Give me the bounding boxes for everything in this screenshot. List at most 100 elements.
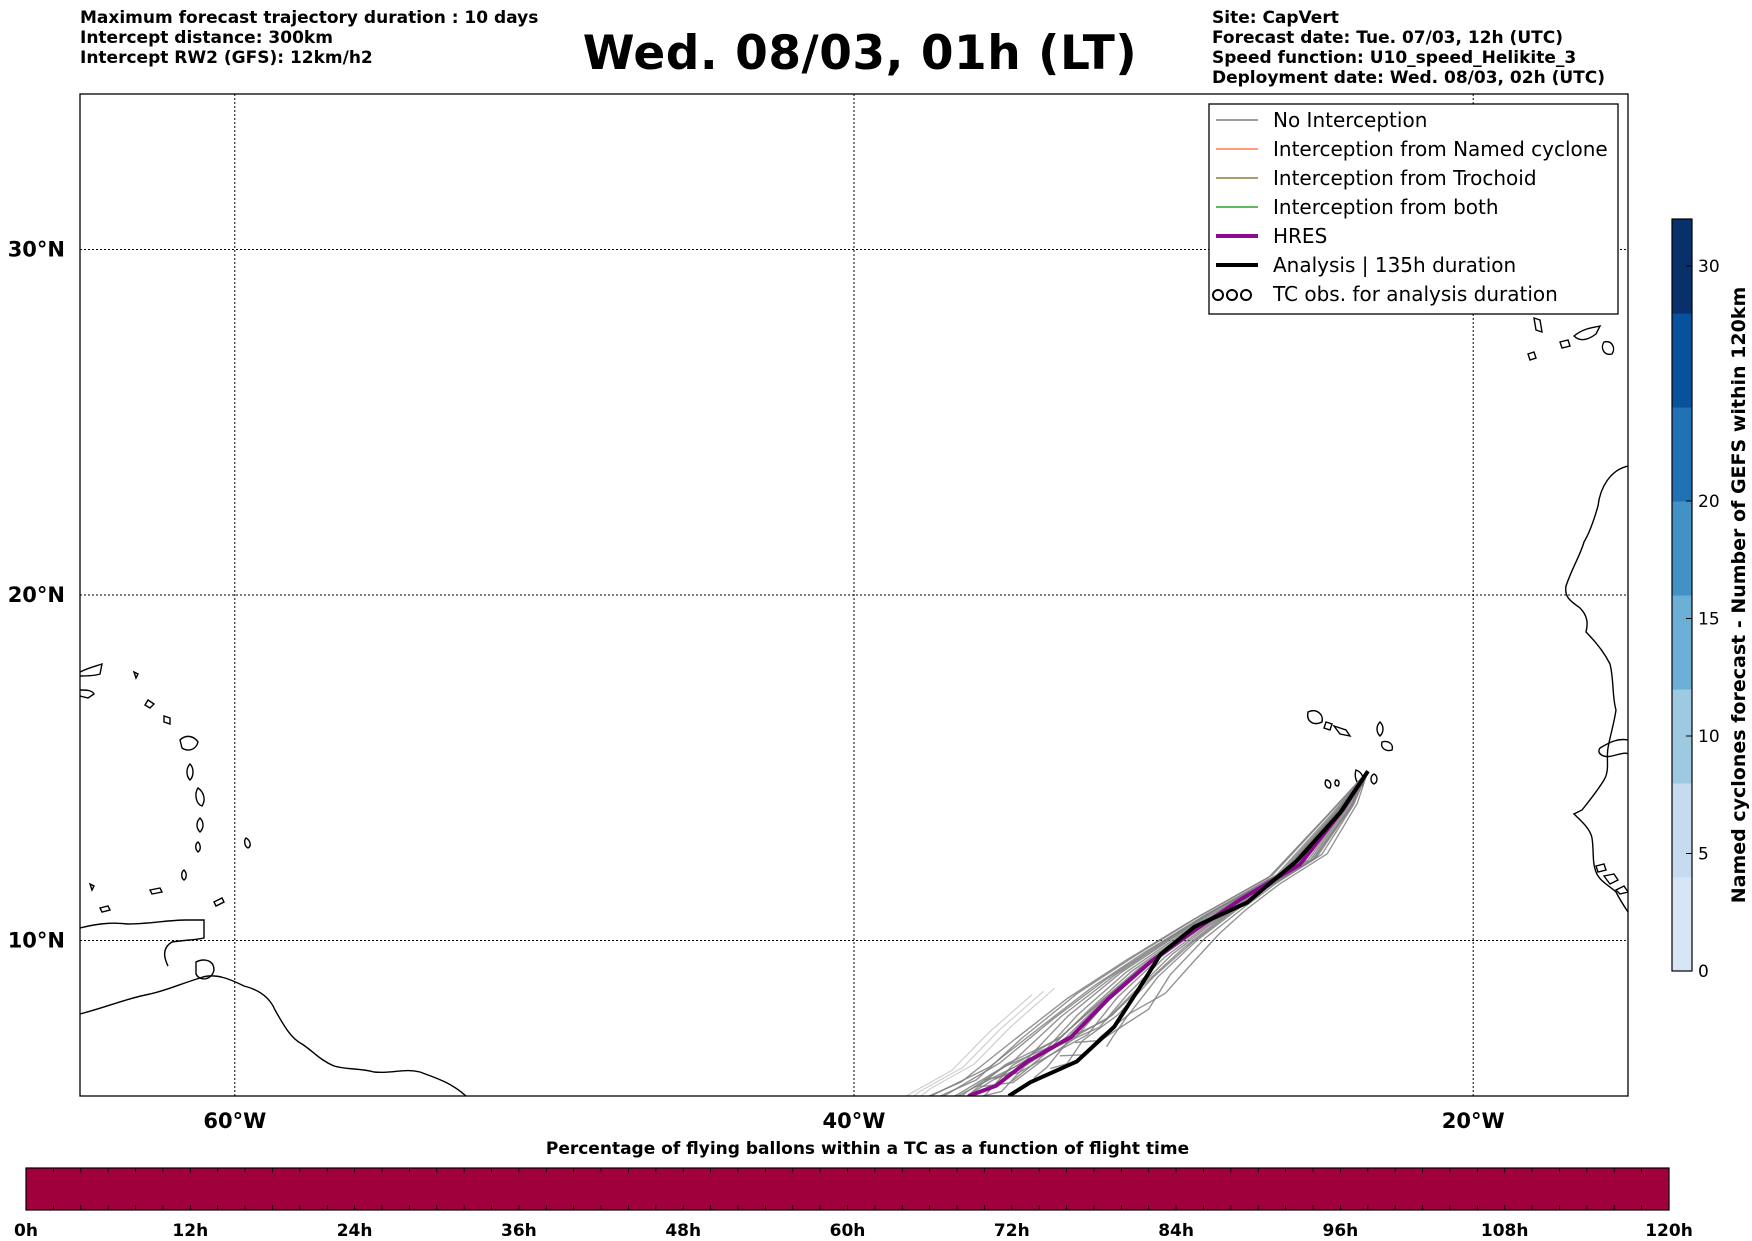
right-colorbar-cell: [1672, 947, 1692, 972]
right-colorbar-cell: [1672, 712, 1692, 737]
legend-label: Interception from Named cyclone: [1273, 137, 1608, 161]
island-hispaniola-fragment: [80, 662, 103, 677]
ensemble-trajectory-tail: [912, 990, 1044, 1096]
site-text: Site: CapVert: [1212, 8, 1339, 28]
island-fogo: [1324, 779, 1332, 789]
right-colorbar-cell: [1672, 548, 1692, 572]
right-colorbar-cell: [1672, 336, 1692, 361]
right-colorbar-tick-label: 20: [1698, 492, 1720, 512]
max-duration-text: Maximum forecast trajectory duration : 1…: [80, 8, 539, 28]
island-trinidad: [195, 959, 215, 980]
right-colorbar-cell: [1672, 595, 1692, 619]
right-colorbar-cell: [1672, 430, 1692, 455]
right-colorbar-cell: [1672, 407, 1692, 431]
right-colorbar-cell: [1672, 877, 1692, 901]
island-curacao: [98, 905, 112, 913]
island-leeward-c: [163, 715, 171, 725]
right-colorbar-cell: [1672, 219, 1692, 243]
island-aruba: [88, 882, 95, 892]
bottom-colorbar-tick-label: 120h: [1645, 1221, 1693, 1241]
right-colorbar-cell: [1672, 313, 1692, 337]
island-martinique: [195, 787, 205, 807]
map-panel: [80, 94, 1628, 1096]
right-colorbar-tick-label: 10: [1698, 727, 1720, 747]
ensemble-trajectory: [965, 770, 1369, 1096]
header-left-info: Maximum forecast trajectory duration : 1…: [80, 8, 538, 68]
tc-symbol-icon: [1212, 289, 1224, 301]
right-colorbar-cell: [1672, 642, 1692, 666]
ensemble-trajectory: [984, 770, 1369, 1081]
axis-tick-labels: 30°N 20°N 10°N 60°W 40°W 20°W: [8, 237, 1505, 1133]
bottom-colorbar-tick-label: 60h: [830, 1221, 866, 1241]
ensemble-trajectory: [1106, 770, 1369, 1048]
island-barbados: [243, 837, 251, 849]
legend-label: Interception from Trochoid: [1273, 166, 1537, 190]
legend-label: No Interception: [1273, 108, 1427, 132]
coastline-west-africa: [1565, 465, 1628, 913]
coastline-bissau-detail: [1595, 863, 1628, 895]
lat-tick-label: 10°N: [8, 929, 65, 953]
island-leeward-a: [132, 670, 139, 680]
legend-item: Interception from both: [1216, 195, 1499, 219]
lon-tick-label: 40°W: [823, 1109, 886, 1133]
tc-symbol-icon: [1240, 289, 1252, 301]
island-tobago: [213, 897, 225, 907]
legend-label: HRES: [1273, 224, 1327, 248]
bottom-colorbar-tick-label: 108h: [1481, 1221, 1529, 1241]
legend-label: Interception from both: [1273, 195, 1499, 219]
right-colorbar: 0 5 10 15 20 30 Named cyclones forecast - Num…: [1671, 218, 1750, 982]
island-sao-vicente: [1323, 721, 1333, 731]
coastline-south-america: [80, 975, 467, 1096]
right-colorbar-cell: [1672, 289, 1692, 314]
right-colorbar-cell: [1672, 524, 1692, 549]
right-colorbar-cell: [1672, 383, 1692, 408]
coastlines: [80, 316, 1628, 1096]
island-sal: [1376, 721, 1384, 737]
island-maio: [1370, 773, 1378, 785]
forecast-date-text: Forecast date: Tue. 07/03, 12h (UTC): [1212, 28, 1563, 48]
right-colorbar-cell: [1672, 830, 1692, 854]
bottom-colorbar: 0h 12h 24h 36h 48h 60h 72h 84h 96h 108h 120h: [14, 1167, 1693, 1241]
intercept-rw2-text: Intercept RW2 (GFS): 12km/h2: [80, 48, 373, 68]
right-colorbar-tick-label: 30: [1698, 257, 1720, 277]
legend-label: Analysis | 135h duration: [1273, 253, 1516, 277]
speed-function-text: Speed function: U10_speed_Helikite_3: [1212, 48, 1577, 68]
ensemble-trajectory-tail: [920, 987, 1055, 1096]
right-colorbar-cell: [1672, 924, 1692, 948]
right-colorbar-cell: [1672, 242, 1692, 267]
right-colorbar-tick-label: 0: [1698, 962, 1709, 982]
right-colorbar-tick-label: 15: [1698, 610, 1720, 630]
island-gran-canaria: [1572, 324, 1602, 341]
ensemble-trajectory-tail: [905, 993, 1033, 1096]
page-title: Wed. 08/03, 01h (LT): [582, 26, 1138, 81]
lat-tick-label: 20°N: [8, 583, 65, 607]
intercept-distance-text: Intercept distance: 300km: [80, 28, 333, 48]
island-tenerife: [1559, 339, 1571, 349]
island-fuerteventura: [1601, 340, 1615, 356]
legend-item: TC obs. for analysis duration: [1212, 282, 1558, 306]
island-st-lucia: [196, 817, 204, 833]
right-colorbar-frame: [1671, 218, 1693, 972]
ensemble-trajectory: [938, 770, 1369, 1096]
legend-item: Interception from Trochoid: [1216, 166, 1537, 190]
header-right-info: Site: CapVert Forecast date: Tue. 07/03,…: [1212, 8, 1605, 88]
right-colorbar-cell: [1672, 689, 1692, 713]
right-colorbar-cell: [1672, 501, 1692, 525]
right-colorbar-cell: [1672, 571, 1692, 596]
legend-item: HRES: [1216, 224, 1327, 248]
ensemble-trajectories: [905, 770, 1369, 1096]
island-la-palma: [1533, 316, 1543, 334]
ensemble-trajectory: [956, 770, 1369, 1096]
right-colorbar-cell: [1672, 665, 1692, 690]
ensemble-trajectory: [1074, 770, 1369, 1044]
right-colorbar-cell: [1672, 618, 1692, 643]
legend-item: No Interception: [1216, 108, 1427, 132]
island-dominica: [186, 763, 194, 781]
ensemble-trajectory: [979, 770, 1369, 1088]
coastline-senegal-detail: [1598, 738, 1628, 758]
right-colorbar-cell: [1672, 759, 1692, 784]
bottom-colorbar-tick-label: 48h: [665, 1221, 701, 1241]
bottom-colorbar-bar: [25, 1167, 1670, 1211]
island-brava: [1334, 779, 1340, 787]
right-colorbar-cell: [1672, 783, 1692, 807]
